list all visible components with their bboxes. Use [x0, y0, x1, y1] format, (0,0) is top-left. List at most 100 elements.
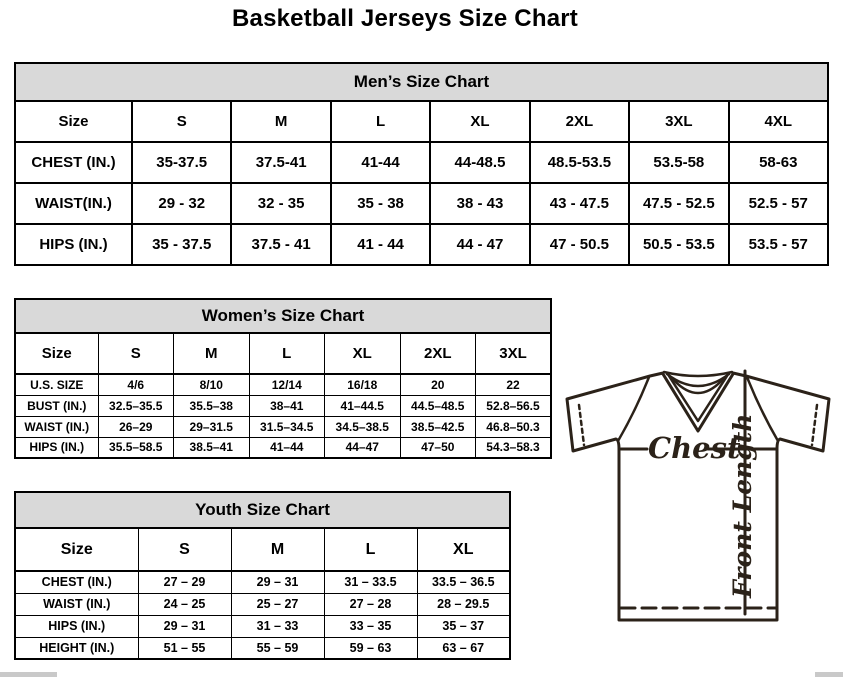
youth-row-label-hips: HIPS (IN.) — [14, 614, 139, 638]
front-length-label: Front Length — [728, 414, 757, 599]
table-cell: 58-63 — [727, 141, 830, 184]
table-cell: 52.8–56.5 — [475, 394, 552, 417]
mens-header-row: Size S M L XL 2XL 3XL 4XL — [14, 100, 830, 143]
table-cell: 54.3–58.3 — [475, 436, 552, 459]
youth-header-row: Size S M L XL — [14, 527, 511, 572]
mens-col-header-3xl: 3XL — [628, 100, 730, 143]
table-cell: 20 — [399, 373, 476, 396]
table-cell: 53.5-58 — [628, 141, 730, 184]
table-cell: 35-37.5 — [130, 141, 233, 184]
womens-us-size-row: U.S. SIZE 4/6 8/10 12/14 16/18 20 22 — [14, 373, 552, 396]
mens-row-label-waist: WAIST(IN.) — [14, 182, 133, 225]
mens-row-label-hips: HIPS (IN.) — [14, 223, 133, 266]
youth-waist-row: WAIST (IN.) 24 – 25 25 – 27 27 – 28 28 –… — [14, 592, 511, 616]
youth-col-header-l: L — [323, 527, 418, 572]
table-cell: 35 - 38 — [329, 182, 432, 225]
mens-table-title: Men’s Size Chart — [14, 62, 829, 102]
table-cell: 31 – 33.5 — [323, 570, 418, 594]
youth-col-header-s: S — [137, 527, 232, 572]
table-cell: 27 – 29 — [137, 570, 232, 594]
table-cell: 38.5–41 — [173, 436, 250, 459]
table-cell: 47 - 50.5 — [528, 223, 631, 266]
table-cell: 28 – 29.5 — [416, 592, 511, 616]
table-cell: 41–44.5 — [324, 394, 401, 417]
table-cell: 25 – 27 — [230, 592, 325, 616]
table-cell: 4/6 — [97, 373, 174, 396]
table-cell: 22 — [475, 373, 552, 396]
mens-row-label-chest: CHEST (IN.) — [14, 141, 133, 184]
womens-waist-row: WAIST (IN.) 26–29 29–31.5 31.5–34.5 34.5… — [14, 415, 552, 438]
table-cell: 31 – 33 — [230, 614, 325, 638]
table-cell: 38 - 43 — [429, 182, 531, 225]
youth-height-row: HEIGHT (IN.) 51 – 55 55 – 59 59 – 63 63 … — [14, 636, 511, 660]
womens-header-row: Size S M L XL 2XL 3XL — [14, 332, 552, 375]
womens-col-header-size: Size — [14, 332, 99, 375]
scrollbar-fragment-left — [0, 672, 57, 677]
table-cell: 34.5–38.5 — [324, 415, 401, 438]
table-cell: 35 - 37.5 — [130, 223, 233, 266]
table-cell: 37.5-41 — [230, 141, 332, 184]
table-cell: 26–29 — [97, 415, 174, 438]
table-cell: 16/18 — [324, 373, 401, 396]
table-cell: 38–41 — [248, 394, 325, 417]
sleeve-seam-right — [745, 375, 780, 443]
scrollbar-fragment-right — [815, 672, 843, 677]
table-cell: 44-48.5 — [429, 141, 531, 184]
table-cell: 43 - 47.5 — [528, 182, 631, 225]
table-cell: 41-44 — [329, 141, 432, 184]
table-cell: 59 – 63 — [323, 636, 418, 660]
mens-col-header-size: Size — [14, 100, 133, 143]
table-cell: 41 - 44 — [329, 223, 432, 266]
youth-row-label-chest: CHEST (IN.) — [14, 570, 139, 594]
chest-label: Chest — [648, 431, 741, 465]
table-cell: 55 – 59 — [230, 636, 325, 660]
page-title: Basketball Jerseys Size Chart — [232, 5, 578, 32]
womens-col-header-xl: XL — [324, 332, 401, 375]
womens-row-label-bust: BUST (IN.) — [14, 394, 99, 417]
mens-waist-row: WAIST(IN.) 29 - 32 32 - 35 35 - 38 38 - … — [14, 182, 830, 225]
table-cell: 35.5–58.5 — [97, 436, 174, 459]
womens-hips-row: HIPS (IN.) 35.5–58.5 38.5–41 41–44 44–47… — [14, 436, 552, 459]
youth-chest-row: CHEST (IN.) 27 – 29 29 – 31 31 – 33.5 33… — [14, 570, 511, 594]
jersey-diagram: Chest Front Length — [565, 369, 831, 622]
table-cell: 32.5–35.5 — [97, 394, 174, 417]
womens-bust-row: BUST (IN.) 32.5–35.5 35.5–38 38–41 41–44… — [14, 394, 552, 417]
womens-col-header-2xl: 2XL — [399, 332, 476, 375]
table-cell: 48.5-53.5 — [528, 141, 631, 184]
table-cell: 32 - 35 — [230, 182, 332, 225]
v-neck-outer — [661, 372, 735, 433]
table-cell: 47.5 - 52.5 — [628, 182, 730, 225]
jersey-outline — [565, 371, 831, 622]
table-cell: 35.5–38 — [173, 394, 250, 417]
mens-col-header-m: M — [230, 100, 332, 143]
table-cell: 31.5–34.5 — [248, 415, 325, 438]
table-cell: 29 – 31 — [137, 614, 232, 638]
table-cell: 24 – 25 — [137, 592, 232, 616]
youth-row-label-height: HEIGHT (IN.) — [14, 636, 139, 660]
table-cell: 63 – 67 — [416, 636, 511, 660]
youth-hips-row: HIPS (IN.) 29 – 31 31 – 33 33 – 35 35 – … — [14, 614, 511, 638]
mens-col-header-2xl: 2XL — [528, 100, 631, 143]
table-cell: 51 – 55 — [137, 636, 232, 660]
table-cell: 47–50 — [399, 436, 476, 459]
womens-col-header-s: S — [97, 332, 174, 375]
v-neck-inner — [667, 374, 729, 423]
table-cell: 46.8–50.3 — [475, 415, 552, 438]
table-cell: 8/10 — [173, 373, 250, 396]
table-cell: 27 – 28 — [323, 592, 418, 616]
table-cell: 29–31.5 — [173, 415, 250, 438]
womens-col-header-3xl: 3XL — [475, 332, 552, 375]
youth-col-header-xl: XL — [416, 527, 511, 572]
mens-size-table: Men’s Size Chart Size S M L XL 2XL 3XL 4… — [14, 62, 830, 266]
mens-table-title-row: Men’s Size Chart — [14, 62, 829, 102]
sleeve-cuff-dash-right — [810, 403, 819, 447]
youth-col-header-m: M — [230, 527, 325, 572]
womens-row-label-hips: HIPS (IN.) — [14, 436, 99, 459]
youth-col-header-size: Size — [14, 527, 139, 572]
womens-col-header-l: L — [248, 332, 325, 375]
table-cell: 29 - 32 — [130, 182, 233, 225]
womens-col-header-m: M — [173, 332, 250, 375]
table-cell: 44–47 — [324, 436, 401, 459]
mens-col-header-s: S — [130, 100, 233, 143]
table-cell: 37.5 - 41 — [230, 223, 332, 266]
